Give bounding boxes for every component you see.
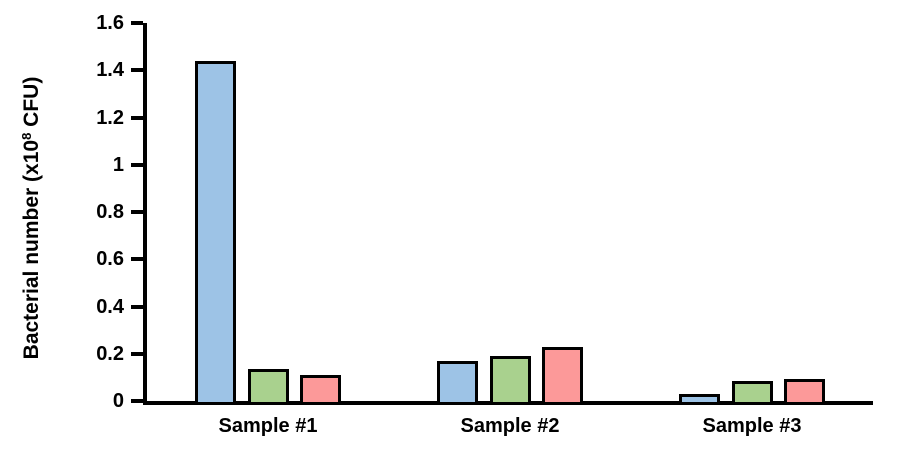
y-tick-1.2 <box>131 115 143 120</box>
y-tick-label-0.8: 0.8 <box>96 201 124 223</box>
bar-sample-2-series-blue <box>437 360 478 405</box>
y-tick-1.4 <box>131 68 143 73</box>
plot-area <box>143 23 873 405</box>
y-tick-0.2 <box>131 351 143 356</box>
y-tick-0.8 <box>131 210 143 214</box>
y-tick-1.6 <box>131 21 143 25</box>
y-tick-0.4 <box>131 304 143 309</box>
x-category-label-sample-3: Sample #3 <box>702 415 802 437</box>
bar-sample-2-series-red <box>542 346 583 405</box>
y-axis-title-superscript: 8 <box>19 132 34 140</box>
y-tick-1 <box>131 162 143 167</box>
y-tick-label-0.4: 0.4 <box>96 295 124 318</box>
y-tick-label-0.2: 0.2 <box>96 342 124 365</box>
y-tick-label-1.6: 1.6 <box>96 12 124 34</box>
bar-sample-2-series-green <box>489 356 531 405</box>
x-category-label-sample-1: Sample #1 <box>218 415 318 437</box>
bar-sample-1-series-green <box>247 369 289 405</box>
y-tick-0 <box>131 399 143 403</box>
y-tick-label-1.4: 1.4 <box>96 59 124 82</box>
y-tick-label-0: 0 <box>112 390 124 412</box>
bar-sample-3-series-blue <box>679 393 720 405</box>
y-tick-label-0.6: 0.6 <box>96 248 124 271</box>
y-tick-label-1.2: 1.2 <box>96 106 124 129</box>
bar-sample-1-series-red <box>300 375 341 405</box>
bar-sample-3-series-red <box>784 378 825 405</box>
y-tick-0.6 <box>131 257 143 262</box>
bar-sample-3-series-green <box>731 380 773 405</box>
x-category-label-sample-2: Sample #2 <box>460 415 560 437</box>
y-tick-label-1: 1 <box>112 153 124 176</box>
bar-sample-1-series-blue <box>195 60 236 405</box>
